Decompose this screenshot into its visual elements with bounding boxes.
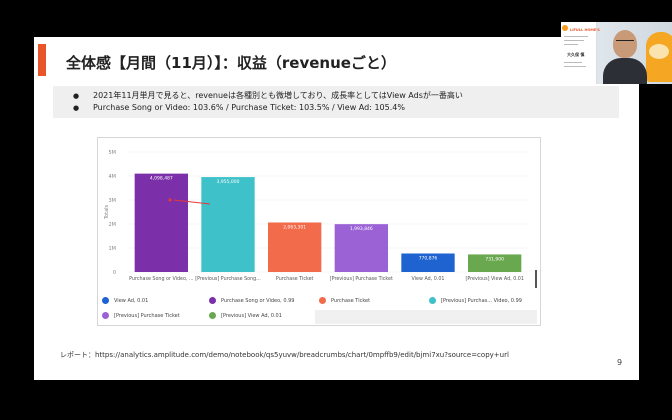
summary-bullet-1: 2021年11月単月で見ると、revenueは各種別とも微増しており、成長率とし… (73, 90, 619, 102)
legend-label: [Previous] Purchas... Video, 0.99 (441, 297, 522, 304)
bar (134, 173, 188, 272)
legend-label: [Previous] View Ad, 0.01 (221, 312, 282, 319)
legend-item[interactable]: View Ad, 0.01 (102, 297, 148, 304)
x-tick-label: View Ad, 0.01 (412, 276, 445, 282)
bar-value-label: 4,098,487 (150, 176, 173, 182)
presenter-webcam: LIFULL HOME'S 大久保 慎 (561, 22, 672, 84)
x-tick-label: Purchase Song or Video, ... (129, 276, 193, 282)
bar-chart: 0 1M 2M 3M 4M 5M Totals 4,098,487 Purchase Song … (97, 137, 541, 326)
bar-value-label: 2,063,301 (283, 224, 306, 230)
y-tick-label: 1M (109, 246, 117, 252)
bar (401, 253, 455, 272)
card-line (564, 36, 588, 37)
bar-value-label: 3,955,000 (217, 179, 240, 185)
x-tick-label: [Previous] View Ad, 0.01 (465, 276, 523, 282)
mascot-face (649, 44, 669, 59)
y-tick-label: 3M (109, 198, 117, 204)
bar (334, 224, 388, 272)
presenter-glasses (616, 40, 634, 45)
annotation-arrow (173, 199, 211, 205)
presenter-head (613, 30, 637, 58)
bar-value-label: 731,900 (485, 256, 504, 262)
bar (268, 222, 322, 272)
title-accent-bar (38, 44, 46, 76)
legend-label: [Previous] Purchase Ticket (114, 312, 180, 319)
y-axis-label: Totals (104, 204, 110, 220)
legend-item[interactable]: [Previous] View Ad, 0.01 (209, 312, 282, 319)
legend-swatch-icon (319, 297, 326, 304)
presenter-body (603, 58, 647, 84)
bar-value-label: 770,876 (419, 255, 438, 261)
report-link[interactable]: レポート：https://analytics.amplitude.com/dem… (60, 351, 509, 359)
page-number: 9 (617, 358, 623, 367)
bar-chart-svg: 0 1M 2M 3M 4M 5M Totals 4,098,487 Purchase Song … (104, 150, 537, 288)
presenter-name: 大久保 慎 (567, 52, 585, 57)
legend-swatch-icon (209, 297, 216, 304)
legend-swatch-icon (209, 312, 216, 319)
y-tick-label: 5M (109, 150, 117, 156)
legend-swatch-icon (429, 297, 436, 304)
legend-item[interactable]: Purchase Song or Video, 0.99 (209, 297, 294, 304)
bar (201, 177, 255, 272)
summary-bullet-2: Purchase Song or Video: 103.6% / Purchas… (73, 102, 619, 114)
brand-logo-icon (562, 25, 568, 31)
bar (468, 254, 522, 272)
card-line (564, 40, 584, 41)
chart-legend: View Ad, 0.01 Purchase Song or Video, 0.9… (97, 295, 539, 325)
y-tick-label: 0 (113, 270, 116, 276)
legend-swatch-icon (102, 312, 109, 319)
annotation-arrowhead (168, 198, 172, 202)
card-line (564, 62, 582, 63)
x-tick-label: [Previous] Purchase Song... (195, 276, 261, 282)
scrollbar-handle (535, 270, 537, 288)
x-tick-label: Purchase Ticket (276, 276, 314, 282)
x-tick-label: [Previous] Purchase Ticket (330, 276, 393, 282)
legend-item[interactable]: [Previous] Purchase Ticket (102, 312, 180, 319)
summary-box: 2021年11月単月で見ると、revenueは各種別とも微増しており、成長率とし… (53, 86, 619, 118)
slide-title: 全体感【月間（11月）】：収益（revenueごと） (66, 54, 396, 72)
y-tick-label: 4M (109, 174, 117, 180)
legend-label: Purchase Ticket (331, 297, 371, 304)
legend-item[interactable]: Purchase Ticket (319, 297, 370, 304)
legend-label: View Ad, 0.01 (114, 297, 149, 304)
brand-name: LIFULL HOME'S (570, 28, 600, 32)
bar-value-label: 1,993,846 (350, 226, 373, 232)
business-card: LIFULL HOME'S 大久保 慎 (561, 22, 600, 84)
y-tick-label: 2M (109, 222, 117, 228)
legend-swatch-icon (102, 297, 109, 304)
legend-strip (315, 310, 537, 324)
legend-item[interactable]: [Previous] Purchas... Video, 0.99 (429, 297, 522, 304)
card-line (564, 66, 586, 67)
legend-label: Purchase Song or Video, 0.99 (221, 297, 295, 304)
card-line (564, 44, 578, 45)
